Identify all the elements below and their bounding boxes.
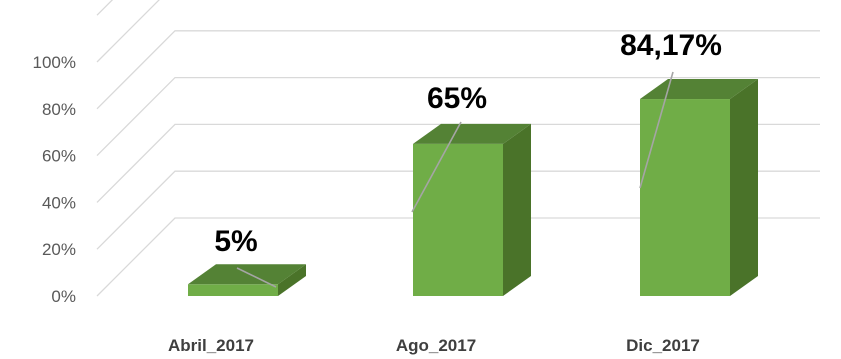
x-category-label: Abril_2017: [168, 336, 254, 355]
bar-top: [413, 123, 531, 144]
leader-line: [236, 267, 277, 288]
gridline: [96, 30, 820, 110]
x-category-label: Dic_2017: [626, 336, 700, 355]
y-tick-label: 80%: [42, 100, 76, 119]
bar-front: [188, 284, 278, 296]
bar-side: [503, 123, 531, 297]
gridline: [96, 76, 820, 157]
bar-front: [640, 99, 730, 296]
gridline: [96, 0, 114, 16]
data-labels: 5% 65% 84,17%: [214, 29, 722, 288]
y-tick-label: 20%: [42, 240, 76, 259]
bar-side: [278, 264, 306, 296]
data-label: 65%: [427, 82, 487, 115]
data-label: 84,17%: [620, 29, 722, 62]
x-category-label: Ago_2017: [396, 336, 476, 355]
bars: [188, 79, 758, 297]
gridline: [96, 170, 820, 250]
data-label: 5%: [214, 225, 257, 258]
gridline: [96, 0, 160, 63]
x-axis-categories: Abril_2017 Ago_2017 Dic_2017: [168, 336, 700, 355]
y-tick-label: 0%: [51, 287, 76, 306]
y-tick-label: 100%: [33, 53, 76, 72]
bar-top: [188, 264, 306, 285]
bar-side: [730, 79, 758, 296]
y-tick-label: 60%: [42, 147, 76, 166]
bar-front: [413, 143, 503, 296]
y-tick-label: 40%: [42, 193, 76, 212]
leader-line: [411, 121, 462, 213]
gridline: [96, 217, 820, 297]
bar-Dic_2017: [640, 79, 758, 296]
gridline: [96, 123, 820, 203]
bar-Ago_2017: [413, 123, 531, 297]
leader-line: [639, 71, 674, 189]
bar-Abril_2017: [188, 264, 306, 296]
y-axis-ticks: 0% 20% 40% 60% 80% 100%: [33, 53, 76, 306]
gridlines: [96, 0, 820, 297]
